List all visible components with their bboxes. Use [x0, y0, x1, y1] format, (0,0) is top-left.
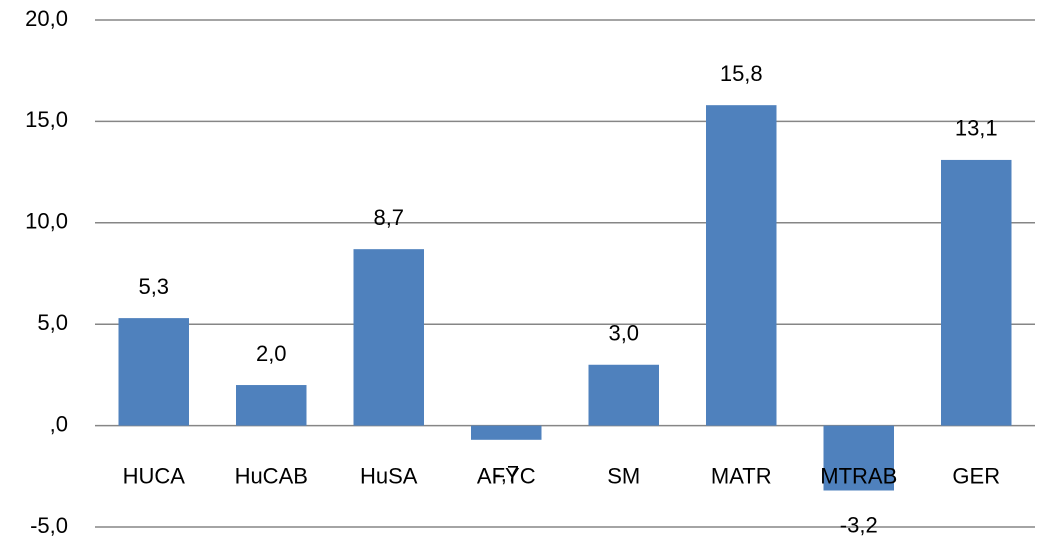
value-label: 5,3 — [138, 274, 169, 299]
bar — [941, 159, 1012, 426]
x-tick-label: GER — [952, 463, 1000, 488]
x-tick-label: AFYC — [477, 463, 536, 488]
y-tick-label: ,0 — [50, 411, 68, 436]
bar — [236, 385, 307, 426]
x-tick-label: HuSA — [360, 463, 418, 488]
y-tick-label: 20,0 — [25, 6, 68, 31]
x-tick-label: SM — [607, 463, 640, 488]
value-label: 3,0 — [608, 321, 639, 346]
y-tick-label: 10,0 — [25, 209, 68, 234]
x-tick-label: HuCAB — [235, 463, 308, 488]
value-label: -3,2 — [840, 512, 878, 537]
bar — [588, 364, 659, 426]
x-tick-label: MTRAB — [820, 463, 897, 488]
x-tick-label: HUCA — [123, 463, 186, 488]
bar — [118, 318, 189, 426]
y-tick-label: 15,0 — [25, 107, 68, 132]
bar — [706, 105, 777, 426]
bar — [823, 425, 894, 491]
bar — [353, 249, 424, 426]
value-label: -,7 — [493, 462, 519, 487]
value-label: 13,1 — [955, 116, 998, 141]
x-tick-label: MATR — [711, 463, 772, 488]
value-label: 8,7 — [373, 205, 404, 230]
bar — [471, 425, 542, 440]
y-tick-label: -5,0 — [30, 513, 68, 538]
y-tick-label: 5,0 — [37, 310, 68, 335]
value-label: 2,0 — [256, 341, 287, 366]
value-label: 15,8 — [720, 61, 763, 86]
